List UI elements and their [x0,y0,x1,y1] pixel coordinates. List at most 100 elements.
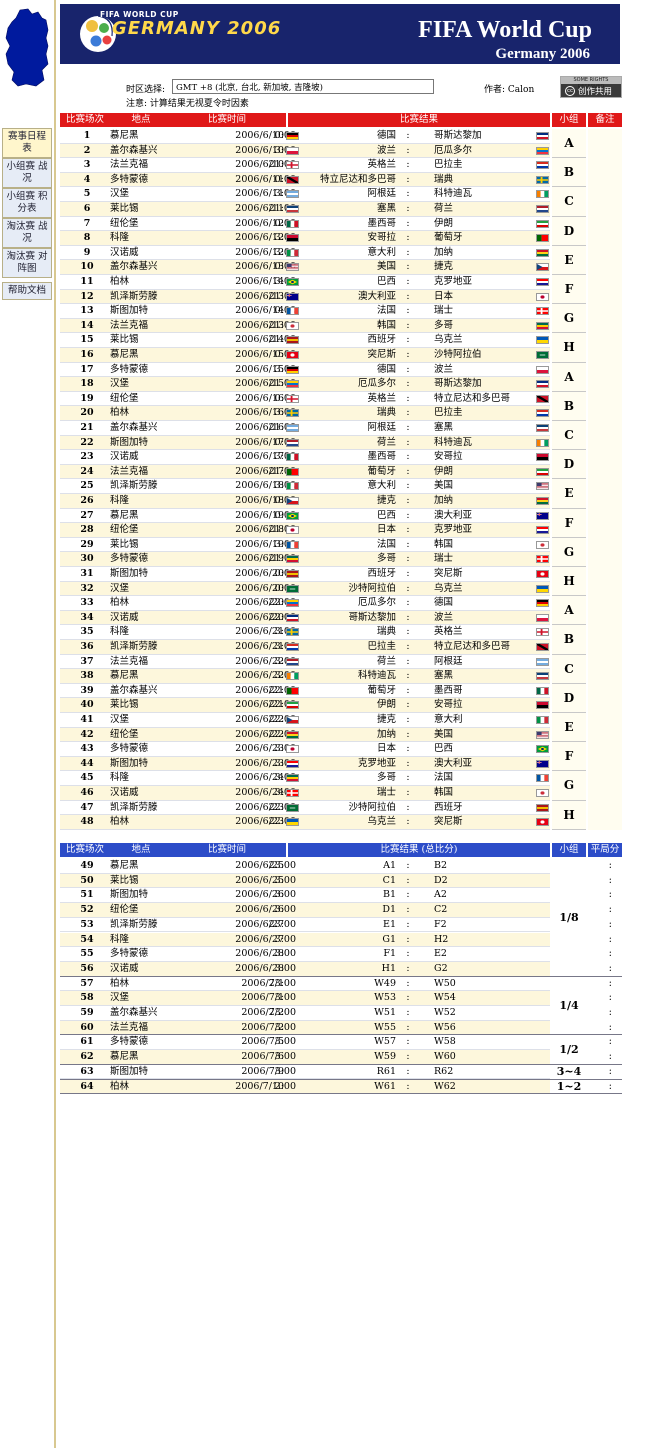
match-row[interactable]: 48 柏林 2006/6/23 22:00 乌克兰 突尼斯: [60,815,550,830]
ko-match-row[interactable]: 51 斯图加特 2006/6/26 3:00 B1 A2: [60,888,550,904]
match-row[interactable]: 28 纽伦堡 2006/6/18 21:00 日本 克罗地亚: [60,523,550,538]
header-venue: 地点 [131,114,151,125]
ko-match-row[interactable]: 57 柏林 2006/7/1 23:00 W49 W50: [60,977,550,992]
match-row[interactable]: 29 莱比锡 2006/6/19 3:00 法国 韩国: [60,538,550,553]
ko-match-row[interactable]: 59 盖尔森基兴 2006/7/2 23:00 W51 W52: [60,1006,550,1021]
match-row[interactable]: 36 凯泽斯劳滕 2006/6/21 3:00 巴拉圭 特立尼达和多巴哥: [60,640,550,655]
match-time: 0:00 [274,217,296,229]
match-row[interactable]: 43 多特蒙德 2006/6/23 3:00 日本 巴西: [60,742,550,757]
match-row[interactable]: 45 科隆 2006/6/24 3:00 多哥 法国: [60,771,550,786]
ko-match-row[interactable]: 53 凯泽斯劳滕 2006/6/27 23:00 E1 F2: [60,918,550,933]
match-number: 61 [80,1036,94,1048]
ko-match-row[interactable]: 54 科隆 2006/6/27 3:00 G1 H2: [60,932,550,948]
match-row[interactable]: 40 莱比锡 2006/6/21 22:00 伊朗 安哥拉: [60,698,550,713]
crc-flag-icon [536,380,549,389]
nav-group-results[interactable]: 小组赛 战况 [2,158,52,188]
ko-match-row[interactable]: 56 汉诺威 2006/6/28 3:00 H1 G2: [60,961,550,977]
match-row[interactable]: 15 莱比锡 2006/6/14 21:00 西班牙 乌克兰: [60,333,550,348]
nav-group-standings[interactable]: 小组赛 积分表 [2,188,52,218]
match-row[interactable]: 7 纽伦堡 2006/6/12 0:00 墨西哥 伊朗: [60,217,550,232]
score-separator: : [406,276,410,287]
match-time: 0:00 [274,582,296,594]
match-row[interactable]: 24 法兰克福 2006/6/17 21:00 葡萄牙 伊朗: [60,464,550,480]
match-row[interactable]: 11 柏林 2006/6/14 3:00 巴西 克罗地亚: [60,275,550,290]
match-row[interactable]: 42 纽伦堡 2006/6/22 22:00 加纳 美国: [60,727,550,743]
match-number: 32 [80,582,94,594]
score-separator: : [406,860,410,871]
match-row[interactable]: 14 法兰克福 2006/6/13 21:00 韩国 多哥: [60,318,550,334]
nav-schedule[interactable]: 赛事日程表 [2,128,52,158]
match-number: 55 [80,948,94,960]
match-time: 3:00 [274,992,296,1004]
match-row[interactable]: 12 凯泽斯劳滕 2006/6/13 21:00 澳大利亚 日本: [60,289,550,305]
match-number: 57 [80,977,94,989]
match-row[interactable]: 26 科隆 2006/6/18 0:00 捷克 加纳: [60,494,550,509]
ko-match-row[interactable]: 64 柏林 2006/7/10 2:00 W61 W62: [60,1079,550,1095]
ko-match-row[interactable]: 49 慕尼黑 2006/6/25 23:00 A1 B2: [60,859,550,874]
home-slot: F1 [383,948,396,960]
match-row[interactable]: 31 斯图加特 2006/6/20 0:00 西班牙 突尼斯: [60,567,550,582]
match-row[interactable]: 20 柏林 2006/6/16 3:00 瑞典 巴拉圭: [60,406,550,421]
civ-flag-icon [536,438,549,447]
match-row[interactable]: 18 汉堡 2006/6/15 21:00 厄瓜多尔 哥斯达黎加: [60,377,550,392]
match-row[interactable]: 3 法兰克福 2006/6/10 21:00 英格兰 巴拉圭: [60,158,550,173]
match-row[interactable]: 47 凯泽斯劳滕 2006/6/23 22:00 沙特阿拉伯 西班牙: [60,801,550,816]
match-row[interactable]: 10 盖尔森基兴 2006/6/13 0:00 美国 捷克: [60,260,550,275]
match-row[interactable]: 6 莱比锡 2006/6/11 21:00 塞黑 荷兰: [60,202,550,217]
match-row[interactable]: 35 科隆 2006/6/21 3:00 瑞典 英格兰: [60,625,550,640]
ko-match-row[interactable]: 55 多特蒙德 2006/6/28 3:00 F1 E2: [60,947,550,962]
ko-match-row[interactable]: 52 纽伦堡 2006/6/26 3:00 D1 C2: [60,903,550,918]
match-number: 63 [80,1065,94,1077]
stage-divider [60,975,622,977]
ko-match-row[interactable]: 61 多特蒙德 2006/7/5 3:00 W57 W58: [60,1035,550,1051]
match-row[interactable]: 8 科隆 2006/6/12 3:00 安哥拉 葡萄牙: [60,231,550,246]
eng-flag-icon [286,161,299,170]
nav-knockout-results[interactable]: 淘汰赛 战况 [2,218,52,248]
ko-match-row[interactable]: 63 斯图加特 2006/7/9 3:00 R61 R62: [60,1065,550,1080]
home-slot: W59 [374,1051,396,1063]
away-team: 塞黑 [434,422,454,433]
match-row[interactable]: 9 汉诺威 2006/6/12 3:00 意大利 加纳: [60,246,550,261]
match-row[interactable]: 23 汉诺威 2006/6/17 3:00 墨西哥 安哥拉: [60,450,550,465]
ko-match-row[interactable]: 50 莱比锡 2006/6/25 3:00 C1 D2: [60,873,550,889]
timezone-select[interactable]: GMT +8 (北京, 台北, 新加坡, 吉隆坡) [172,79,434,94]
score-separator: : [406,232,410,244]
match-row[interactable]: 41 汉堡 2006/6/22 22:00 捷克 意大利: [60,713,550,728]
match-row[interactable]: 5 汉堡 2006/6/11 3:00 阿根廷 科特迪瓦: [60,187,550,202]
match-row[interactable]: 44 斯图加特 2006/6/23 3:00 克罗地亚 澳大利亚: [60,756,550,772]
ko-match-row[interactable]: 58 汉堡 2006/7/1 3:00 W53 W54: [60,991,550,1006]
match-row[interactable]: 46 汉诺威 2006/6/24 3:00 瑞士 韩国: [60,786,550,801]
match-row[interactable]: 17 多特蒙德 2006/6/15 3:00 德国 波兰: [60,363,550,378]
match-venue: 多特蒙德 [110,173,149,185]
home-team: 伊朗 [376,699,396,711]
match-row[interactable]: 19 纽伦堡 2006/6/16 0:00 英格兰 特立尼达和多巴哥: [60,392,550,407]
match-row[interactable]: 30 多特蒙德 2006/6/19 21:00 多哥 瑞士: [60,552,550,567]
page-subtitle: Germany 2006 [495,46,590,62]
match-row[interactable]: 21 盖尔森基兴 2006/6/16 21:00 阿根廷 塞黑: [60,421,550,436]
nav-knockout-bracket[interactable]: 淘汰赛 对阵图 [2,248,52,278]
match-row[interactable]: 22 斯图加特 2006/6/17 0:00 荷兰 科特迪瓦: [60,435,550,451]
ita-flag-icon [286,482,299,491]
ko-match-row[interactable]: 62 慕尼黑 2006/7/6 3:00 W59 W60: [60,1050,550,1065]
match-row[interactable]: 27 慕尼黑 2006/6/19 0:00 巴西 澳大利亚: [60,509,550,524]
match-venue: 盖尔森基兴 [110,422,158,433]
match-row[interactable]: 33 柏林 2006/6/20 22:00 厄瓜多尔 德国: [60,596,550,611]
score-separator: : [406,203,410,214]
match-row[interactable]: 37 法兰克福 2006/6/22 3:00 荷兰 阿根廷: [60,655,550,670]
note-cell [588,129,622,159]
match-row[interactable]: 1 慕尼黑 2006/6/10 0:00 德国 哥斯达黎加: [60,129,550,144]
match-row[interactable]: 25 凯泽斯劳滕 2006/6/18 3:00 意大利 美国: [60,479,550,494]
away-slot: R62 [434,1065,454,1077]
match-row[interactable]: 13 斯图加特 2006/6/14 0:00 法国 瑞士: [60,304,550,319]
match-row[interactable]: 32 汉堡 2006/6/20 0:00 沙特阿拉伯 乌克兰: [60,581,550,597]
ko-match-row[interactable]: 60 法兰克福 2006/7/2 3:00 W55 W56: [60,1020,550,1036]
match-row[interactable]: 4 多特蒙德 2006/6/11 0:00 特立尼达和多巴哥 瑞典: [60,172,550,188]
nav-help[interactable]: 帮助文档 [2,282,52,300]
match-row[interactable]: 34 汉诺威 2006/6/20 22:00 哥斯达黎加 波兰: [60,610,550,626]
match-row[interactable]: 16 慕尼黑 2006/6/15 0:00 突尼斯 沙特阿拉伯: [60,348,550,363]
creative-commons-badge[interactable]: SOME RIGHTS RESERVED cc 创作共用 [560,76,622,98]
match-row[interactable]: 38 慕尼黑 2006/6/22 3:00 科特迪瓦 塞黑: [60,669,550,684]
match-row[interactable]: 39 盖尔森基兴 2006/6/21 22:00 葡萄牙 墨西哥: [60,684,550,699]
match-date: 2006/6/18 [235,480,284,492]
match-row[interactable]: 2 盖尔森基兴 2006/6/10 3:00 波兰 厄瓜多尔: [60,143,550,159]
